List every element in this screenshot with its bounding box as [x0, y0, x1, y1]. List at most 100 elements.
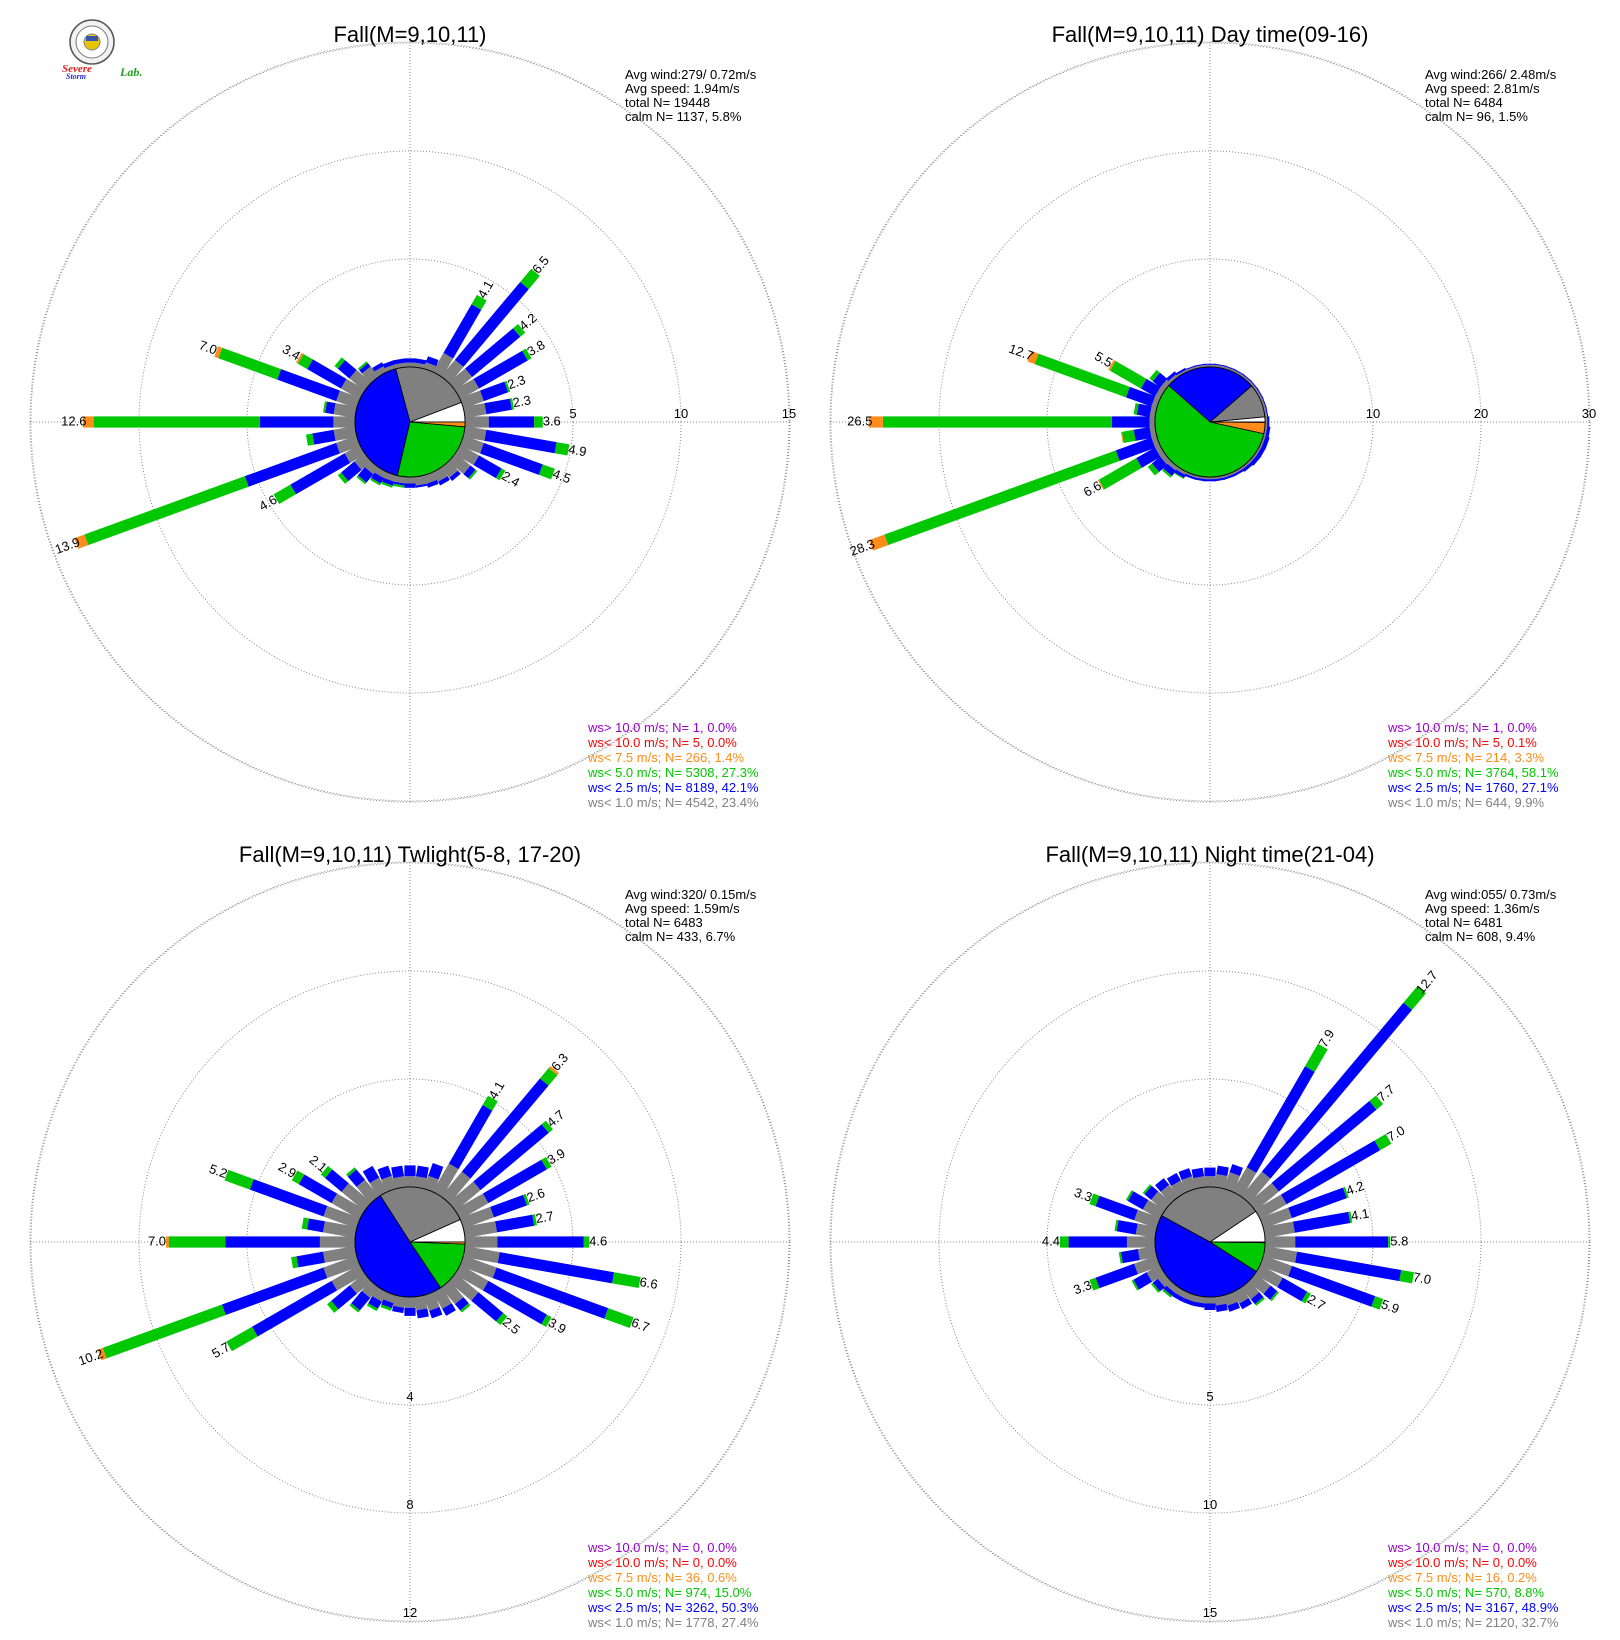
- bar-value-label: 12.6: [61, 413, 86, 428]
- wind-bar-segment-lt1: [1259, 397, 1266, 409]
- wind-bar-segment-lt2_5: [1242, 462, 1254, 472]
- wind-bar-segment-lt2_5: [415, 483, 427, 488]
- legend-entry-lt10: ws< 10.0 m/s; N= 5, 0.0%: [587, 735, 737, 750]
- wind-bar-segment-lt1: [423, 1175, 439, 1193]
- wind-bar-segment-lt1: [1154, 444, 1166, 458]
- bar-value-label: 26.5: [847, 413, 872, 428]
- wind-bar-dir-190: [1194, 475, 1206, 482]
- wind-bar-dir-110: [1259, 1255, 1384, 1310]
- wind-bar-segment-lt2_5: [1242, 373, 1252, 382]
- wind-bar-segment-lt2_5: [362, 1165, 380, 1184]
- wind-bar-segment-lt2_5: [221, 1267, 328, 1316]
- wind-bar-segment-lt1: [1176, 369, 1188, 378]
- wind-bar-dir-90: [1265, 416, 1270, 428]
- wind-bar-segment-lt2_5: [1155, 1178, 1170, 1192]
- wind-bar-dir-30: [1232, 368, 1244, 378]
- severe-storm-lab-logo: Severe Storm Lab.: [62, 19, 142, 81]
- wind-bar-segment-lt2_5: [414, 358, 427, 365]
- wind-bar-segment-lt1: [459, 390, 484, 409]
- wind-bar-segment-lt5: [291, 1256, 299, 1269]
- wind-bar-segment-lt7_5: [1027, 351, 1039, 365]
- wind-bar-segment-lt7_5: [548, 1065, 559, 1076]
- wind-bar-segment-lt2_5: [490, 1194, 528, 1218]
- wind-bar-segment-lt7_5: [74, 534, 89, 549]
- stat-line: Avg speed: 1.59m/s: [625, 901, 740, 916]
- wind-bar-segment-lt1: [414, 1295, 428, 1311]
- wind-bar-segment-lt5: [380, 1304, 392, 1311]
- wind-bar-segment-lt1: [336, 435, 361, 454]
- wind-bar-segment-lt1: [393, 1295, 406, 1308]
- wind-bar-segment-lt5: [534, 416, 543, 428]
- logo-severe: Severe: [62, 63, 92, 75]
- wind-bar-segment-lt1: [369, 1177, 388, 1198]
- wind-bar-segment-lt2_5: [1163, 1285, 1175, 1297]
- wind-bar-segment-lt1: [1263, 1221, 1295, 1238]
- wind-bar-segment-lt1: [1166, 1280, 1179, 1293]
- stat-line: calm N= 96, 1.5%: [1425, 109, 1528, 124]
- wind-bar-segment-lt2_5: [249, 1179, 328, 1217]
- wind-bar-segment-lt1: [1223, 471, 1235, 478]
- wind-bar-segment-lt5: [1399, 1270, 1415, 1284]
- wind-bar-segment-lt2_5: [325, 401, 336, 415]
- wind-bar-segment-lt1: [1265, 416, 1268, 428]
- wind-bar-segment-lt2_5: [497, 1252, 615, 1284]
- wind-bar-segment-lt2_5: [471, 1292, 504, 1322]
- wind-bar-segment-lt1: [393, 1176, 406, 1189]
- wind-bar-segment-lt2_5: [1224, 365, 1236, 371]
- wind-bar-segment-lt2_5: [1256, 445, 1267, 458]
- wind-bar-segment-lt5: [1371, 1296, 1384, 1310]
- wind-bar-segment-lt2_5: [495, 1214, 535, 1233]
- wind-bar-segment-lt5: [1098, 458, 1142, 490]
- wind-bar-segment-lt2_5: [359, 363, 371, 374]
- wind-bar-segment-lt2_5: [473, 350, 528, 389]
- wind-bar-segment-lt5: [1089, 1277, 1100, 1291]
- wind-bar-dir-360: [1204, 1167, 1216, 1187]
- wind-bar-segment-lt2_5: [1250, 1292, 1264, 1305]
- wind-bar-dir-230: [327, 1273, 372, 1313]
- wind-bar-dir-330: [1166, 1172, 1188, 1198]
- wind-bar-segment-lt5: [84, 476, 249, 546]
- wind-bar-segment-lt7_5: [869, 534, 889, 551]
- wind-bar-segment-lt1: [1248, 1182, 1279, 1211]
- wind-bar-dir-350: [1191, 1167, 1206, 1189]
- wind-rose-panel-day: 10 20 306.628.326.512.7 5.5Fall(M=9,10,11) …: [829, 22, 1596, 810]
- stat-line: Avg speed: 1.94m/s: [625, 81, 740, 96]
- wind-bar-segment-lt2_5: [298, 1174, 338, 1204]
- wind-bar-segment-lt1: [1134, 1255, 1161, 1275]
- wind-bar-segment-lt1: [1232, 1286, 1249, 1304]
- wind-bar-segment-lt5: [102, 1304, 226, 1359]
- wind-bar-dir-30: [1232, 1043, 1328, 1198]
- wind-bar-segment-lt2_5: [1166, 371, 1177, 381]
- wind-bar-segment-lt7_5: [166, 1236, 169, 1248]
- wind-bar-segment-lt2_5: [448, 1105, 493, 1170]
- wind-bar-segment-lt1: [1137, 1246, 1157, 1261]
- wind-bar-dir-270: [166, 1236, 355, 1248]
- wind-bar-dir-60: [454, 348, 532, 400]
- wind-bar-segment-lt2_5: [351, 1290, 371, 1311]
- wind-bar-segment-lt1: [1214, 1174, 1228, 1189]
- wind-bar-segment-lt1: [1259, 1255, 1293, 1277]
- wind-bar-segment-lt5: [357, 361, 368, 371]
- panel-title: Fall(M=9,10,11): [333, 22, 486, 47]
- wind-bar-segment-lt1: [323, 1255, 361, 1279]
- wind-bar-dir-90: [465, 416, 543, 428]
- wind-bar-segment-lt2_5: [393, 481, 405, 486]
- wind-bar-segment-lt5: [320, 1165, 333, 1178]
- panel-title: Fall(M=9,10,11) Twlight(5-8, 17-20): [239, 842, 581, 867]
- bar-value-label: 2.7: [534, 1208, 554, 1226]
- wind-bar-dir-330: [372, 362, 388, 378]
- wind-bar-segment-lt1: [1146, 1264, 1166, 1282]
- stat-line: Avg wind:320/ 0.15m/s: [625, 887, 757, 902]
- wind-bar-segment-lt7_5: [82, 416, 94, 428]
- wind-bar-dir-210: [1172, 1286, 1188, 1302]
- wind-bar-segment-lt2_5: [1239, 1298, 1253, 1310]
- bar-value-label: 4.2: [1344, 1178, 1366, 1198]
- wind-bar-segment-lt1: [1214, 475, 1226, 480]
- wind-bar-segment-lt7_5: [214, 346, 223, 359]
- legend-entry-gt10: ws> 10.0 m/s; N= 0, 0.0%: [587, 1540, 737, 1555]
- wind-bar-segment-lt2_5: [1152, 372, 1168, 388]
- wind-bar-segment-lt1: [1193, 1176, 1206, 1189]
- wind-bar-segment-lt2_5: [1261, 1002, 1413, 1179]
- wind-bar-segment-lt2_5: [497, 1236, 584, 1248]
- wind-bar-segment-lt1: [441, 1280, 464, 1305]
